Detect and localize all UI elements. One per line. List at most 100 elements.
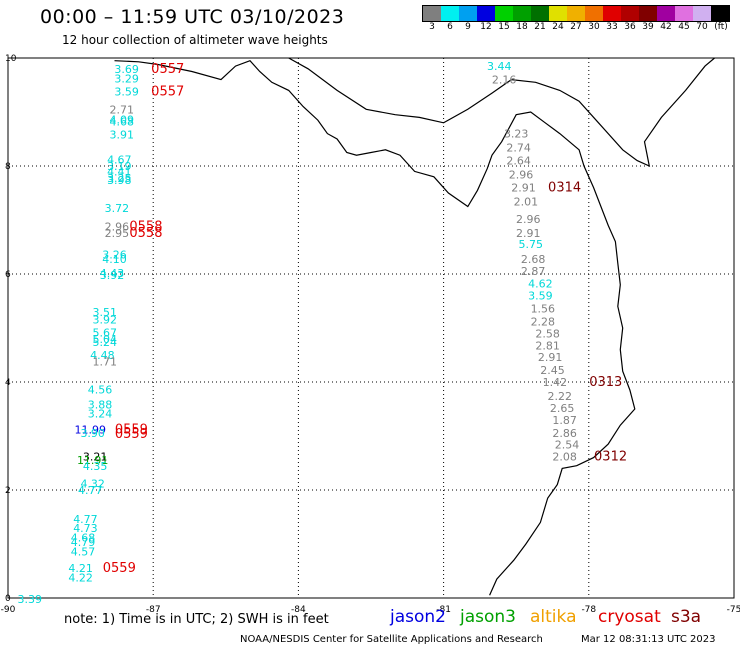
pass-time-label: 0558 — [129, 219, 162, 234]
wave-height-reading: 3.29 — [114, 73, 139, 86]
wave-height-reading: 11.91 — [77, 454, 109, 467]
satellite-label-altika: altika — [530, 607, 577, 627]
legend-swatch — [693, 6, 711, 21]
legend-swatch — [495, 6, 513, 21]
legend-label: 30 — [588, 22, 600, 32]
wave-height-reading: 1.87 — [552, 414, 577, 427]
wave-height-reading: 4.22 — [68, 571, 93, 584]
wave-height-reading: 2.87 — [521, 265, 546, 278]
satellite-label-s3a: s3a — [671, 607, 702, 627]
legend-swatch — [459, 6, 477, 21]
legend-swatch — [585, 6, 603, 21]
x-tick-label: -81 — [436, 605, 451, 615]
legend-swatch — [567, 6, 585, 21]
legend-swatch — [531, 6, 549, 21]
legend-swatch — [423, 6, 441, 21]
legend-unit: (ft) — [714, 22, 728, 32]
wave-height-reading: 2.81 — [535, 339, 560, 352]
wave-height-reading: 2.96 — [509, 169, 534, 182]
wave-height-reading: 3.21 — [83, 451, 108, 464]
wave-height-reading: 3.24 — [88, 407, 113, 420]
wave-height-reading: 2.22 — [548, 390, 573, 403]
wave-height-reading: 3.23 — [504, 128, 529, 141]
wave-height-reading: 2.86 — [552, 427, 577, 440]
wave-height-reading: 3.98 — [107, 174, 132, 187]
legend-label: 6 — [447, 22, 453, 32]
legend-label: 27 — [570, 22, 582, 32]
wave-height-reading: 3.51 — [93, 306, 118, 319]
wave-height-reading: 1.71 — [93, 355, 118, 368]
wave-height-reading: 5.75 — [518, 238, 543, 251]
wave-height-reading: 5.04 — [93, 333, 118, 346]
wave-height-reading: 2.91 — [538, 351, 563, 364]
legend-label: 42 — [660, 22, 672, 32]
legend-swatch — [513, 6, 531, 21]
wave-height-reading: 2.45 — [540, 364, 565, 377]
wave-height-reading: 1.42 — [543, 376, 568, 389]
pass-time-label: 0314 — [548, 181, 581, 196]
legend-swatch — [549, 6, 567, 21]
caribbean-coastline — [288, 57, 715, 168]
wave-height-reading: 2.91 — [511, 182, 536, 195]
wave-height-reading: 2.96 — [105, 220, 130, 233]
legend-label: 45 — [678, 22, 690, 32]
pass-time-label: 0558 — [129, 226, 162, 241]
wave-height-reading: 4.77 — [78, 484, 103, 497]
pass-time-label: 0559 — [103, 561, 136, 576]
legend-label: 3 — [429, 22, 435, 32]
legend-label: 70 — [696, 22, 708, 32]
pass-time-label: 0313 — [589, 375, 622, 390]
wave-height-reading: 3.90 — [80, 427, 105, 440]
footer-note: note: 1) Time is in UTC; 2) SWH is in fe… — [64, 612, 329, 627]
wave-height-reading: 3.39 — [18, 593, 43, 606]
pass-time-label: 0559 — [115, 423, 148, 438]
wave-height-reading: 3.69 — [114, 63, 139, 76]
wave-height-reading: 3.44 — [487, 60, 512, 73]
wave-height-reading: 3.92 — [100, 269, 125, 282]
wave-height-reading: 5.67 — [93, 326, 118, 339]
wave-height-reading: 3.91 — [109, 129, 134, 142]
legend-swatch — [603, 6, 621, 21]
legend-label: 36 — [624, 22, 636, 32]
wave-height-reading: 4.68 — [109, 116, 134, 129]
wave-height-reading: 2.64 — [506, 155, 531, 168]
wave-height-reading: 4.21 — [68, 562, 93, 575]
legend-swatch — [621, 6, 639, 21]
wave-height-reading: 4.68 — [71, 532, 96, 545]
wave-height-reading: 4.32 — [80, 478, 105, 491]
wave-height-reading: 2.95 — [105, 227, 130, 240]
wave-height-reading: 3.92 — [93, 313, 118, 326]
wave-height-reading: 4.09 — [109, 114, 134, 127]
satellite-label-jason2: jason2 — [390, 607, 446, 627]
wave-height-reading: 2.91 — [516, 227, 541, 240]
legend-swatch — [711, 6, 729, 21]
wave-height-reading: 2.01 — [514, 196, 539, 209]
satellite-label-cryosat: cryosat — [598, 607, 661, 627]
legend-label: 24 — [552, 22, 564, 32]
pass-time-label: 0557 — [151, 62, 184, 77]
wave-height-reading: 2.54 — [555, 439, 580, 452]
wave-height-reading: 2.65 — [550, 402, 575, 415]
legend-swatch — [441, 6, 459, 21]
wave-height-reading: 3.25 — [107, 172, 132, 185]
wave-height-reading: 2.71 — [109, 103, 134, 116]
legend-label: 9 — [465, 22, 471, 32]
wave-height-reading: 4.41 — [107, 165, 132, 178]
legend-swatch — [657, 6, 675, 21]
wave-height-reading: 2.58 — [535, 327, 560, 340]
generation-timestamp: Mar 12 08:31:13 UTC 2023 — [581, 634, 716, 645]
x-tick-label: -78 — [581, 605, 596, 615]
pass-time-label: 0559 — [115, 427, 148, 442]
x-tick-label: -84 — [291, 605, 306, 615]
wave-height-reading: 4.79 — [71, 536, 96, 549]
pass-time-label: 0557 — [151, 84, 184, 99]
wave-height-reading: 2.96 — [516, 213, 541, 226]
satellite-label-jason3: jason3 — [460, 607, 516, 627]
y-tick-label: 10 — [5, 54, 17, 64]
wave-height-reading: 3.26 — [102, 249, 127, 262]
wave-height-reading: 4.48 — [90, 349, 115, 362]
wave-height-reading: 4.35 — [83, 460, 108, 473]
legend-label: 21 — [534, 22, 546, 32]
legend-label: 12 — [480, 22, 492, 32]
